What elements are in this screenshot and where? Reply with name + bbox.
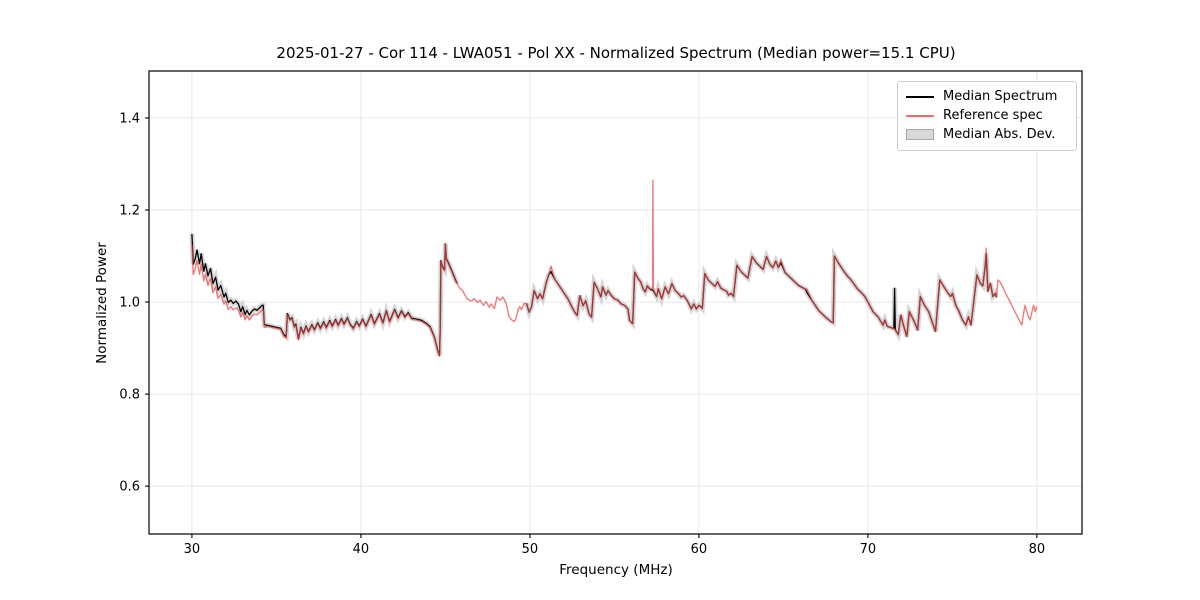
legend-entry-reference: Reference spec bbox=[906, 106, 1066, 125]
x-tick-label: 60 bbox=[691, 542, 708, 557]
x-tick-label: 70 bbox=[860, 542, 877, 557]
reference-line-swatch-icon bbox=[906, 114, 934, 117]
legend-entry-median: Median Spectrum bbox=[906, 87, 1066, 106]
x-tick-label: 40 bbox=[353, 542, 370, 557]
reference-spectrum-line bbox=[191, 179, 1038, 357]
median-line-swatch-icon bbox=[906, 95, 934, 98]
y-tick-label: 0.6 bbox=[119, 480, 140, 495]
legend-label: Reference spec bbox=[943, 108, 1043, 123]
y-tick-label: 1.0 bbox=[119, 296, 140, 311]
legend: Median Spectrum Reference spec Median Ab… bbox=[897, 81, 1077, 151]
legend-label: Median Spectrum bbox=[943, 89, 1058, 104]
y-tick-label: 1.2 bbox=[119, 203, 140, 218]
median-spectrum-line bbox=[191, 233, 458, 357]
legend-entry-mad: Median Abs. Dev. bbox=[906, 125, 1066, 144]
y-tick-label: 1.4 bbox=[119, 111, 140, 126]
x-axis-label: Frequency (MHz) bbox=[559, 562, 673, 578]
x-tick-label: 80 bbox=[1029, 542, 1046, 557]
chart-title: 2025-01-27 - Cor 114 - LWA051 - Pol XX -… bbox=[276, 44, 956, 62]
mad-band bbox=[189, 233, 460, 357]
x-tick-label: 30 bbox=[184, 542, 201, 557]
y-tick-label: 0.8 bbox=[119, 388, 140, 403]
x-tick-label: 50 bbox=[522, 542, 539, 557]
y-axis-label: Normalized Power bbox=[94, 242, 110, 364]
mad-patch-swatch-icon bbox=[906, 129, 934, 140]
legend-label: Median Abs. Dev. bbox=[943, 127, 1056, 142]
mad-band bbox=[524, 246, 999, 343]
